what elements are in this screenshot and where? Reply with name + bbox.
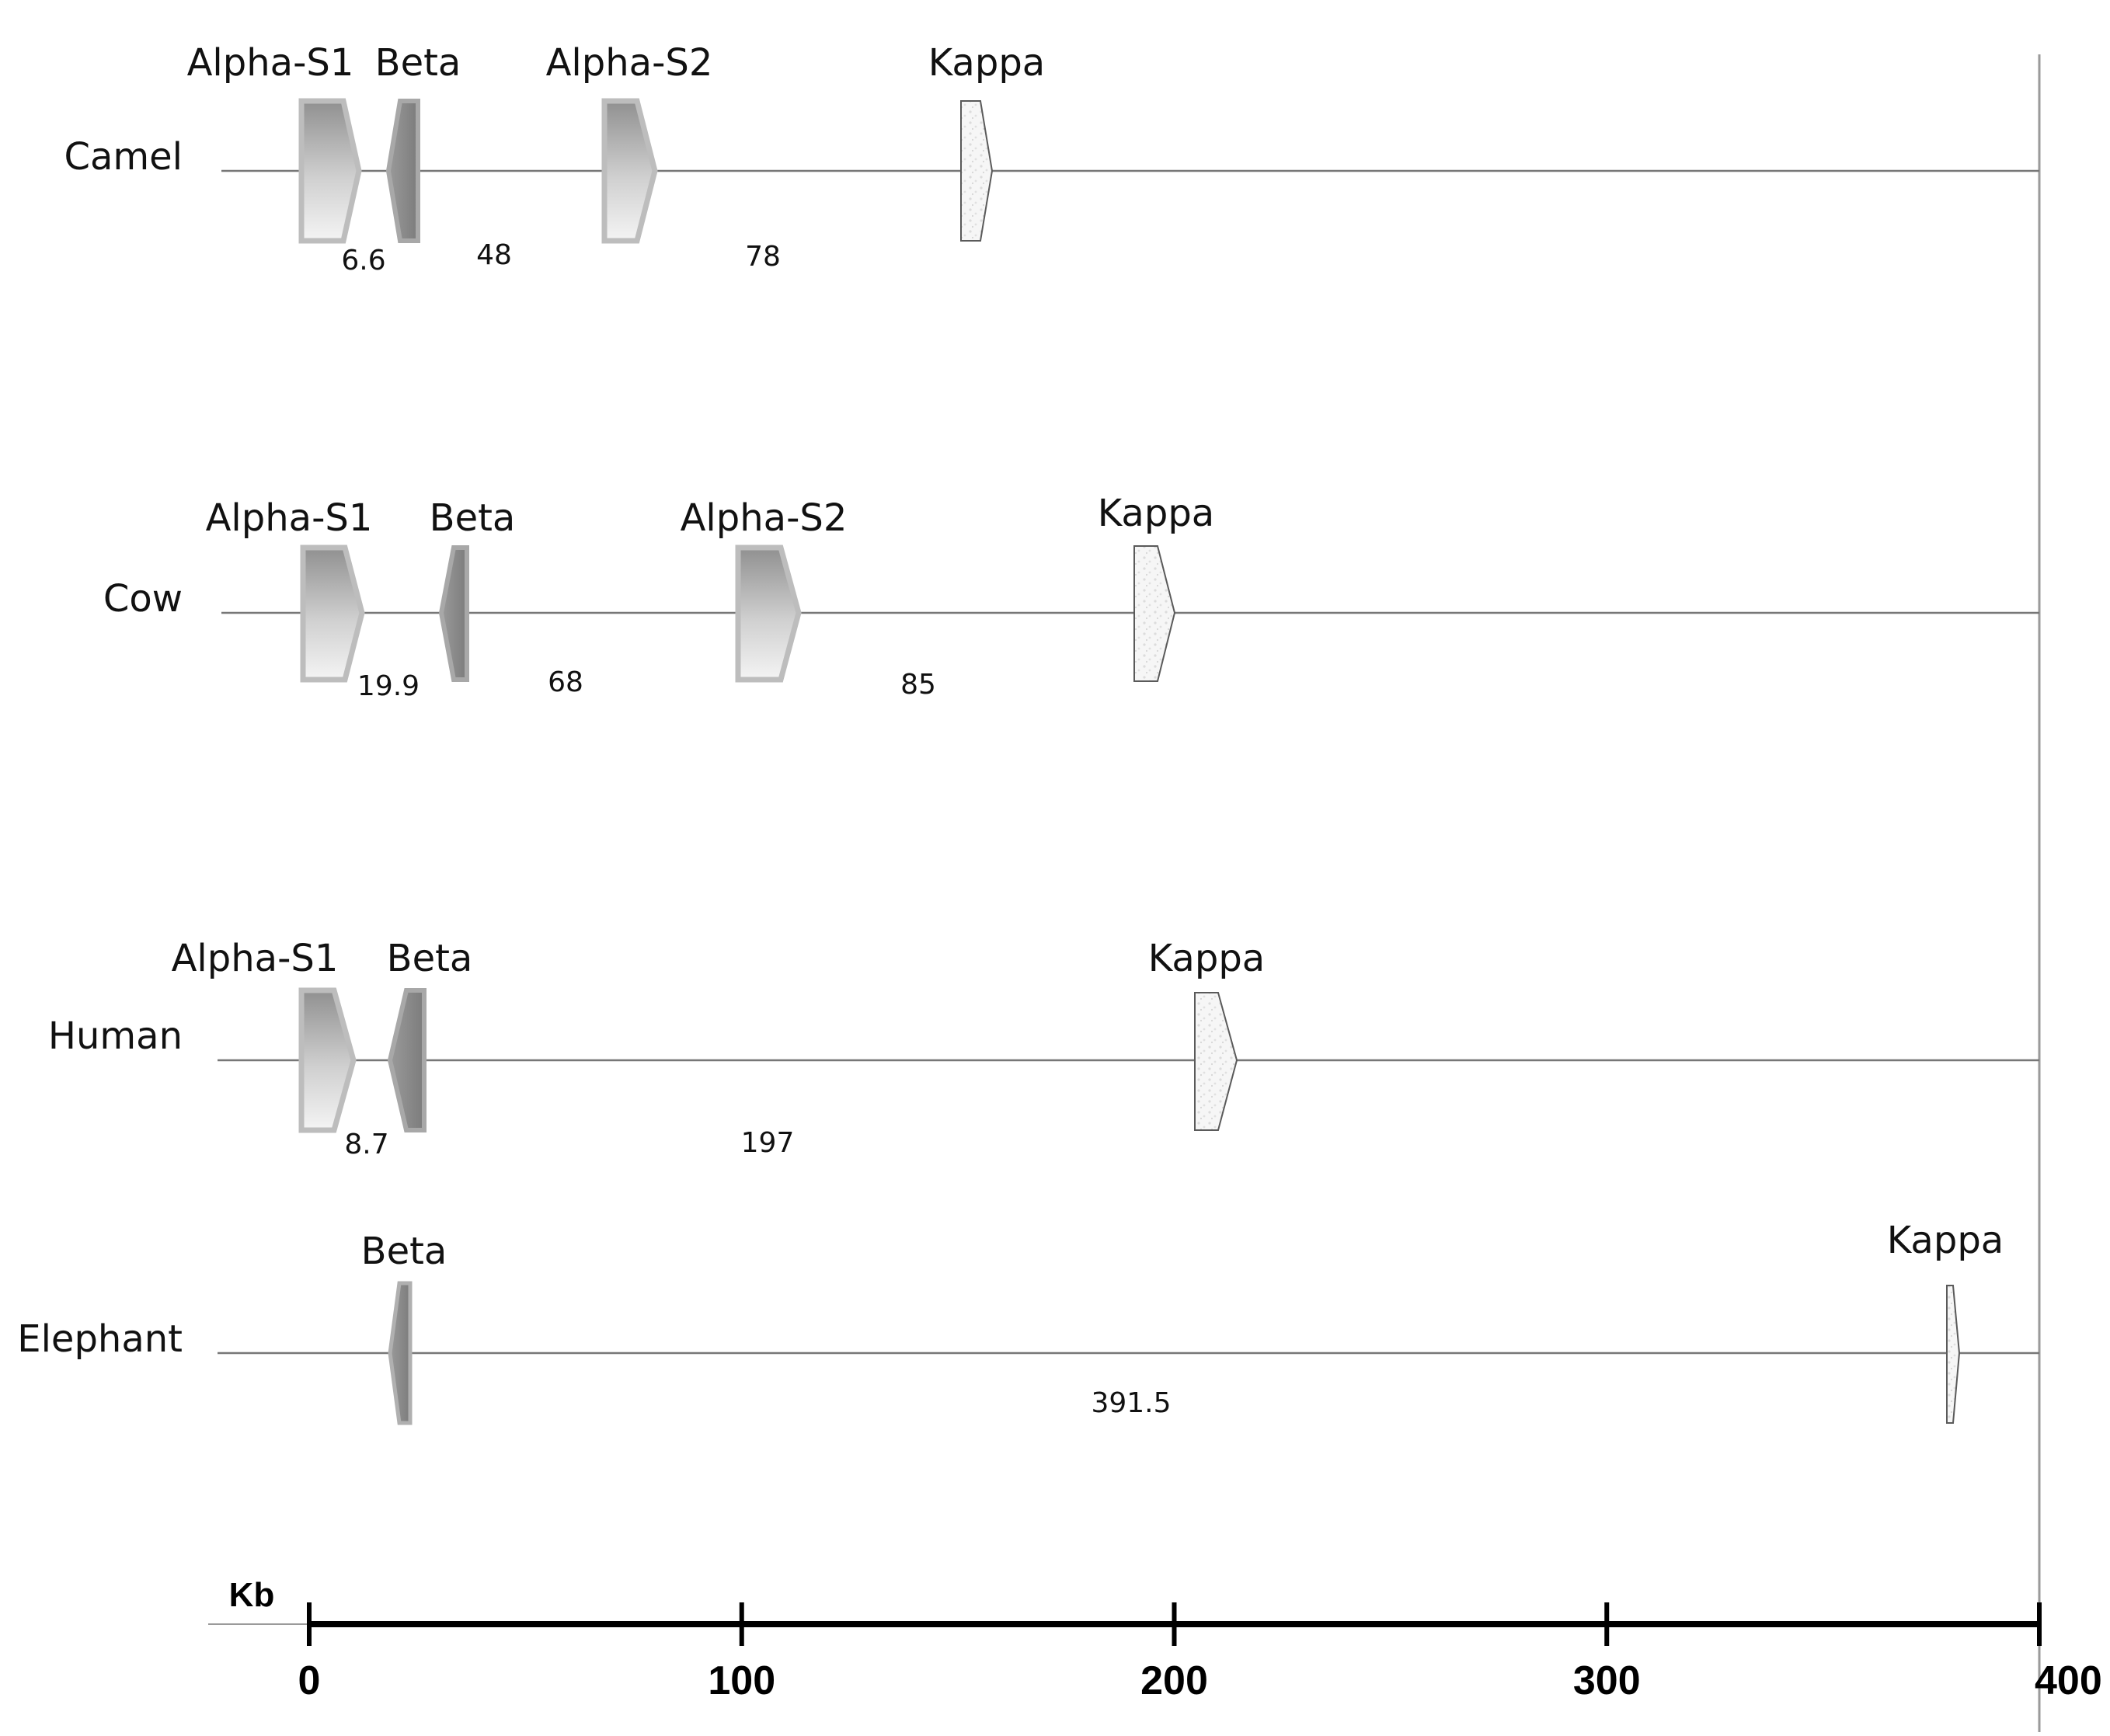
gene-shape-alpha-s2 (601, 98, 658, 244)
scale-tick-label: 200 (1140, 1658, 1208, 1703)
species-label: Camel (64, 135, 183, 179)
gene-label-kappa: Kappa (1098, 492, 1214, 535)
species-label: Cow (103, 577, 183, 621)
gene-shape-alpha-s1 (298, 98, 362, 244)
distance-label: 48 (476, 239, 512, 271)
distance-label: 8.7 (344, 1129, 388, 1160)
track-human: Human Alpha-S1 Beta Kappa 8.7 197 (48, 937, 2039, 1160)
species-label: Human (48, 1014, 183, 1058)
gene-shape-kappa (960, 100, 994, 242)
gene-label-kappa: Kappa (1148, 937, 1265, 980)
track-cow: Cow Alpha-S1 Beta Alpha-S2 Kappa 19.9 68… (103, 492, 2039, 702)
scale-tick-label: 100 (708, 1658, 775, 1703)
gene-shape-beta (385, 99, 420, 243)
distance-label: 197 (741, 1127, 795, 1159)
gene-label-alpha-s2: Alpha-S2 (681, 496, 848, 540)
gene-shape-alpha-s2 (735, 544, 802, 683)
distance-label: 391.5 (1091, 1387, 1171, 1419)
gene-label-beta: Beta (430, 496, 516, 540)
gene-shape-beta (438, 545, 469, 682)
gene-label-alpha-s2: Alpha-S2 (546, 41, 713, 85)
gene-shape-kappa (1194, 992, 1238, 1131)
gene-label-beta: Beta (375, 41, 461, 85)
scale-tick-label: 300 (1573, 1658, 1641, 1703)
gene-shape-alpha-s1 (298, 987, 357, 1133)
scale-tick-label: 400 (2035, 1658, 2102, 1703)
gene-shape-beta (387, 988, 427, 1132)
scale-tick-label: 0 (298, 1658, 321, 1703)
gene-label-beta: Beta (361, 1230, 447, 1273)
gene-label-alpha-s1: Alpha-S1 (187, 41, 354, 85)
scale-bar: Kb 0 100 200 300 400 (208, 1576, 2102, 1703)
gene-shape-alpha-s1 (300, 544, 365, 683)
gene-label-alpha-s1: Alpha-S1 (172, 937, 339, 980)
gene-label-beta: Beta (387, 937, 473, 980)
gene-label-kappa: Kappa (928, 41, 1045, 85)
gene-label-kappa: Kappa (1887, 1219, 2004, 1262)
gene-label-alpha-s1: Alpha-S1 (206, 496, 373, 540)
distance-label: 19.9 (357, 670, 420, 702)
distance-label: 6.6 (341, 245, 385, 277)
species-label: Elephant (17, 1317, 183, 1361)
gene-shape-kappa (1946, 1285, 1961, 1424)
track-camel: Camel Alpha-S1 Beta Alpha-S2 Kappa 6.6 4… (64, 41, 2039, 277)
scale-unit-label: Kb (229, 1576, 275, 1614)
distance-label: 85 (900, 669, 936, 701)
distance-label: 78 (745, 241, 781, 273)
distance-label: 68 (548, 666, 583, 698)
scale-ticks: 0 100 200 300 400 (298, 1602, 2102, 1703)
track-elephant: Elephant Beta Kappa 391.5 (17, 1219, 2039, 1425)
gene-shape-beta (388, 1281, 413, 1425)
gene-shape-kappa (1133, 545, 1176, 682)
